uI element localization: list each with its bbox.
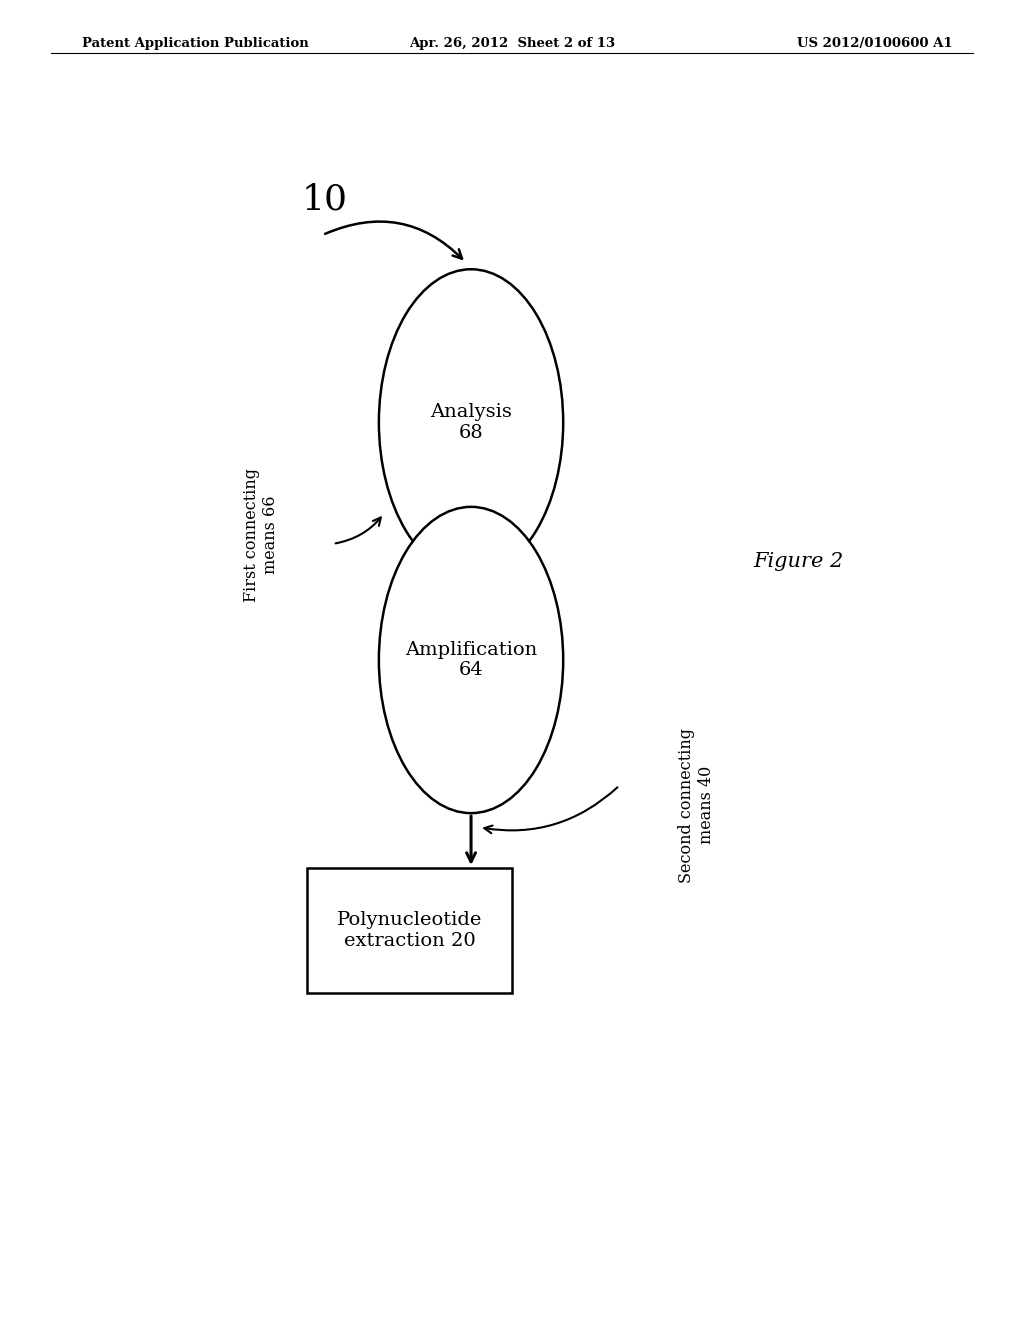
Text: Polynucleotide
extraction 20: Polynucleotide extraction 20 bbox=[337, 911, 482, 950]
Text: Apr. 26, 2012  Sheet 2 of 13: Apr. 26, 2012 Sheet 2 of 13 bbox=[409, 37, 615, 50]
Text: Patent Application Publication: Patent Application Publication bbox=[82, 37, 308, 50]
FancyArrowPatch shape bbox=[484, 787, 617, 833]
Text: Figure 2: Figure 2 bbox=[754, 552, 844, 570]
Text: Amplification
64: Amplification 64 bbox=[404, 640, 538, 680]
Text: First connecting
means 66: First connecting means 66 bbox=[243, 467, 280, 602]
Ellipse shape bbox=[379, 269, 563, 576]
Text: US 2012/0100600 A1: US 2012/0100600 A1 bbox=[797, 37, 952, 50]
Text: Analysis
68: Analysis 68 bbox=[430, 403, 512, 442]
FancyArrowPatch shape bbox=[336, 517, 381, 544]
Text: Second connecting
means 40: Second connecting means 40 bbox=[678, 727, 715, 883]
FancyArrowPatch shape bbox=[325, 222, 462, 259]
Text: 10: 10 bbox=[302, 182, 348, 216]
FancyBboxPatch shape bbox=[307, 869, 512, 993]
Ellipse shape bbox=[379, 507, 563, 813]
